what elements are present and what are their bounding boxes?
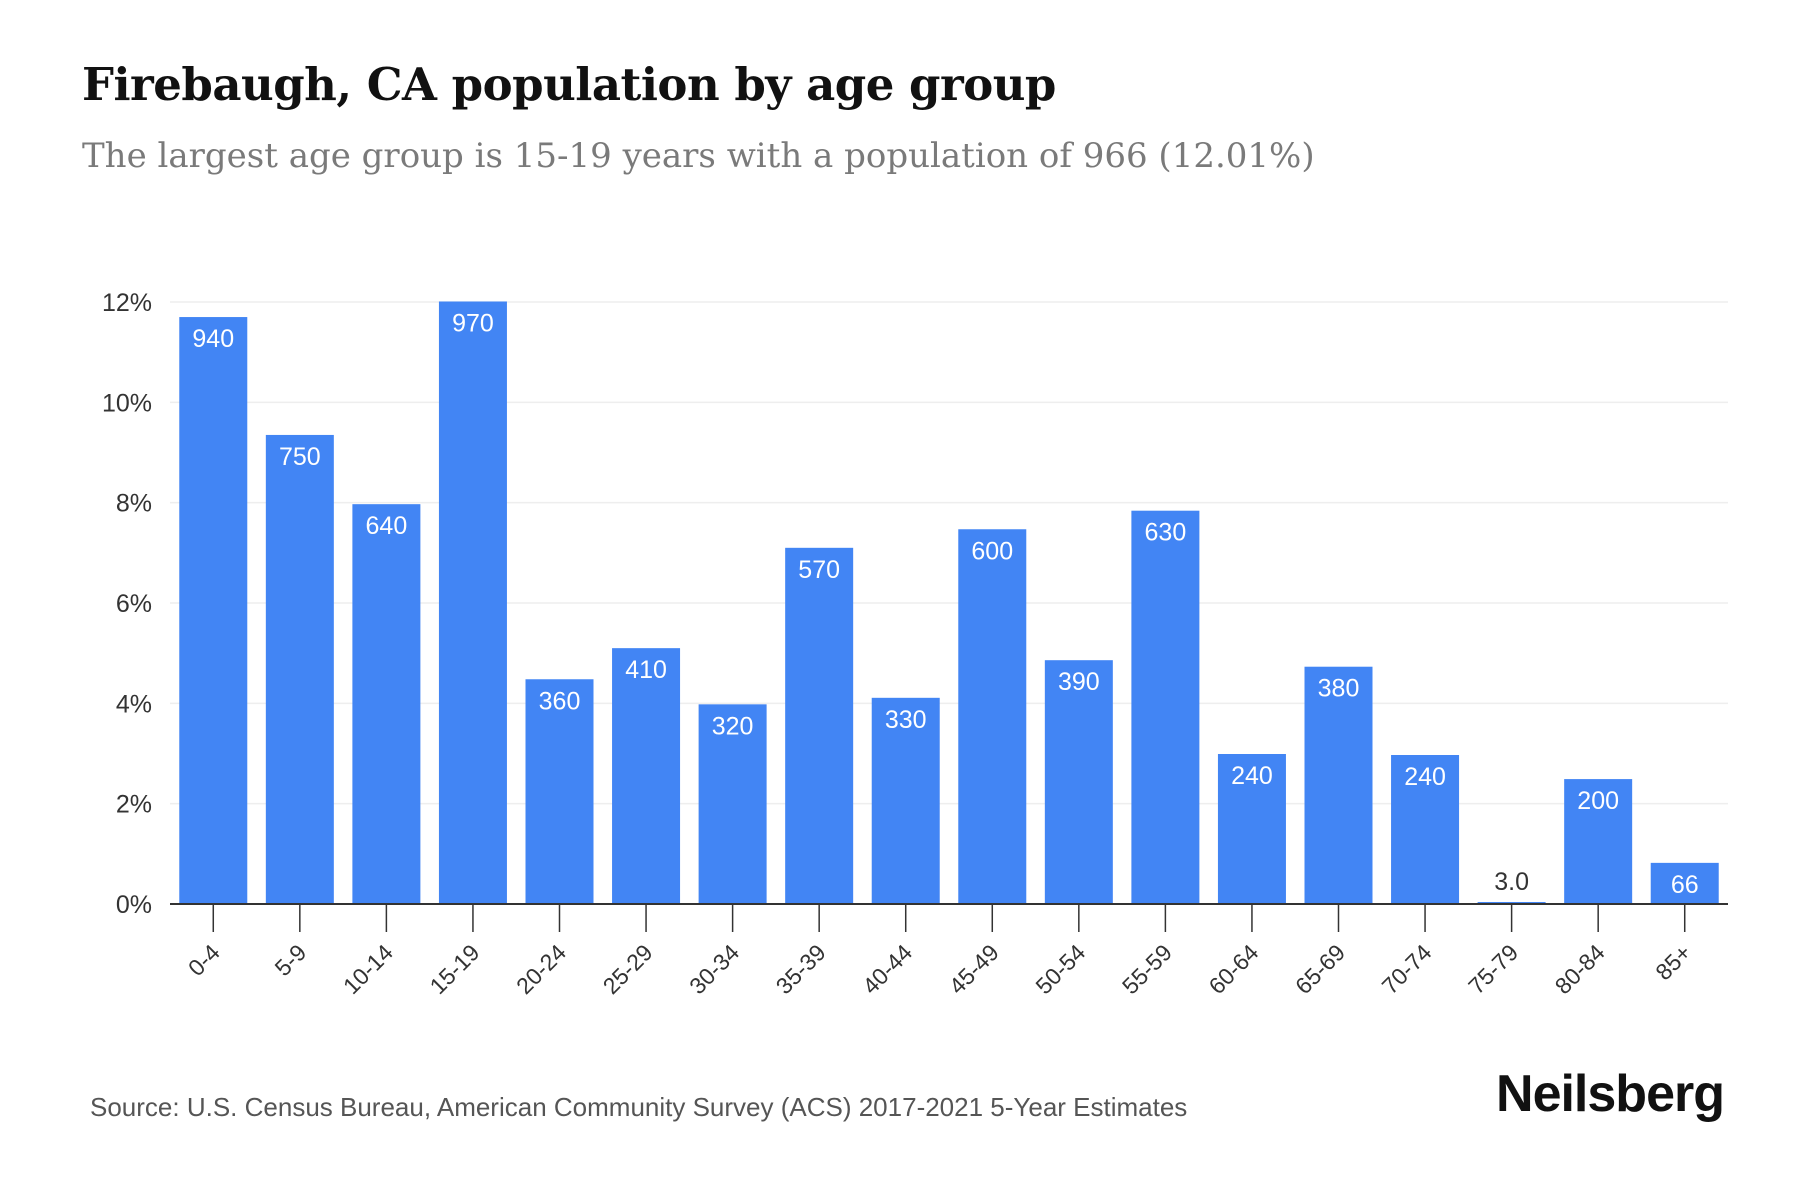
x-tick-label: 70-74	[1377, 939, 1437, 999]
data-label: 410	[625, 656, 667, 684]
bar-20-24[interactable]	[525, 679, 594, 904]
data-label: 630	[1145, 519, 1187, 547]
y-tick-label: 2%	[116, 791, 152, 819]
bar-30-34[interactable]	[698, 704, 767, 904]
x-tick-label: 40-44	[857, 939, 917, 999]
bar-10-14[interactable]	[352, 504, 421, 904]
bar-25-29[interactable]	[612, 648, 681, 904]
chart-title: Firebaugh, CA population by age group	[82, 58, 1056, 111]
data-label: 330	[885, 706, 927, 734]
y-tick-label: 6%	[116, 590, 152, 618]
data-labels: 940 750 640 970 360 410 320 570 330 600 390 630 240 3…	[192, 309, 1698, 898]
source-note: Source: U.S. Census Bureau, American Com…	[90, 1092, 1188, 1122]
x-tick-label: 75-79	[1463, 939, 1523, 999]
x-tick-label: 20-24	[511, 939, 571, 999]
data-label: 970	[452, 309, 494, 337]
x-tick-label: 50-54	[1030, 939, 1090, 999]
bar-70-74[interactable]	[1391, 755, 1460, 904]
data-label: 570	[798, 556, 840, 584]
y-tick-label: 12%	[102, 289, 152, 317]
data-label: 390	[1058, 668, 1100, 696]
x-tick-label: 55-59	[1117, 939, 1177, 999]
y-tick-label: 10%	[102, 389, 152, 417]
x-tick-label: 0-4	[183, 939, 225, 981]
x-tick-label: 30-34	[684, 939, 744, 999]
x-tick-label: 65-69	[1290, 939, 1350, 999]
data-label: 750	[279, 443, 321, 471]
bars	[179, 301, 1719, 905]
bar-45-49[interactable]	[958, 529, 1027, 904]
bar-40-44[interactable]	[871, 697, 940, 904]
y-tick-label: 0%	[116, 891, 152, 919]
brand-logo[interactable]: Neilsberg	[1496, 1065, 1725, 1123]
bar-60-64[interactable]	[1217, 754, 1286, 904]
bar-15-19[interactable]	[438, 301, 507, 905]
bar-50-54[interactable]	[1044, 660, 1113, 904]
x-tick-label: 85+	[1650, 939, 1696, 985]
bar-65-69[interactable]	[1304, 666, 1373, 904]
x-tick-label: 15-19	[424, 939, 484, 999]
data-label: 200	[1577, 787, 1619, 815]
data-label: 600	[971, 537, 1013, 565]
data-label: 66	[1671, 871, 1699, 899]
data-label: 360	[539, 687, 581, 715]
y-tick-label: 8%	[116, 490, 152, 518]
bar-75-79[interactable]	[1477, 901, 1546, 904]
bar-35-39[interactable]	[785, 547, 854, 904]
x-tick-label: 5-9	[269, 939, 311, 981]
bar-85+[interactable]	[1650, 862, 1719, 904]
data-label: 640	[366, 512, 408, 540]
data-label: 240	[1404, 763, 1446, 791]
bar-5-9[interactable]	[265, 434, 334, 904]
bar-80-84[interactable]	[1564, 779, 1633, 904]
x-tick-label: 10-14	[338, 939, 398, 999]
bar-0-4[interactable]	[179, 317, 248, 904]
x-tick-label: 25-29	[598, 939, 658, 999]
data-label: 380	[1318, 675, 1360, 703]
x-tick-label: 60-64	[1203, 939, 1263, 999]
data-label: 240	[1231, 762, 1273, 790]
data-label: 3.0	[1494, 868, 1529, 896]
y-tick-label: 4%	[116, 690, 152, 718]
gridlines	[170, 301, 1728, 805]
data-label: 940	[192, 325, 234, 353]
x-tick-label: 45-49	[944, 939, 1004, 999]
bar-55-59[interactable]	[1131, 510, 1200, 904]
x-tick-label: 80-84	[1550, 939, 1610, 999]
x-tick-label: 35-39	[771, 939, 831, 999]
data-label: 320	[712, 712, 754, 740]
chart-subtitle: The largest age group is 15-19 years wit…	[82, 136, 1315, 176]
